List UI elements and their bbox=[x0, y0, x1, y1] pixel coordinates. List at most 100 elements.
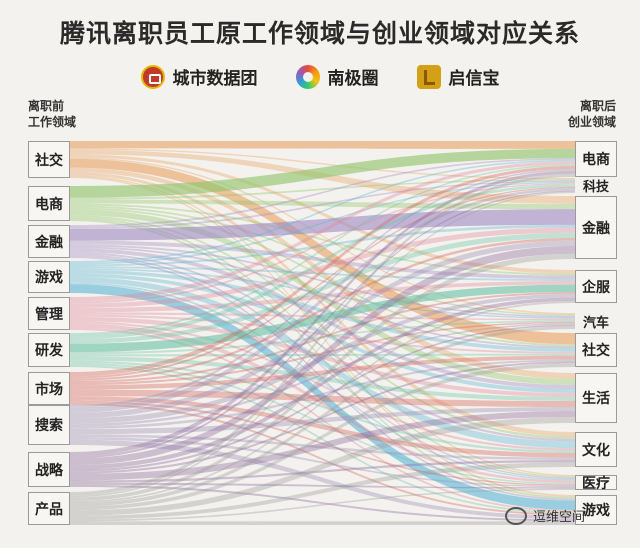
flow-ribbon bbox=[70, 389, 575, 407]
flow-ribbon bbox=[70, 293, 575, 424]
flow-ribbon bbox=[70, 314, 575, 354]
flow-ribbon bbox=[70, 268, 575, 319]
flow-ribbon bbox=[70, 359, 575, 429]
flow-ribbon bbox=[70, 252, 575, 442]
left-axis-title: 离职前 工作领域 bbox=[28, 98, 76, 130]
source-item: 启信宝 bbox=[416, 64, 500, 89]
flow-ribbon bbox=[70, 356, 575, 401]
flow-ribbon bbox=[70, 175, 575, 477]
flow-ribbon bbox=[70, 361, 575, 474]
flow-ribbon bbox=[70, 166, 575, 377]
left-node: 搜索 bbox=[28, 405, 70, 445]
flow-ribbon bbox=[70, 209, 575, 241]
flow-ribbon bbox=[70, 186, 575, 379]
flow-ribbon bbox=[70, 188, 575, 413]
flow-ribbon bbox=[70, 158, 575, 345]
flow-ribbon bbox=[70, 316, 575, 397]
right-node: 企服 bbox=[575, 270, 617, 303]
left-node: 管理 bbox=[28, 297, 70, 330]
flow-ribbon bbox=[70, 462, 575, 520]
flow-ribbon bbox=[70, 199, 575, 210]
flow-ribbon bbox=[70, 297, 575, 470]
right-node: 电商 bbox=[575, 141, 617, 177]
flow-ribbon bbox=[70, 254, 575, 480]
source-label: 城市数据团 bbox=[172, 69, 258, 89]
flow-ribbon bbox=[70, 400, 575, 486]
flow-ribbon bbox=[70, 170, 575, 457]
flow-ribbon bbox=[70, 460, 575, 483]
flow-ribbon bbox=[70, 407, 575, 435]
flow-ribbon bbox=[70, 281, 575, 313]
flow-ribbon bbox=[70, 219, 575, 499]
flow-ribbon bbox=[70, 172, 575, 437]
city-data-group-logo bbox=[140, 64, 165, 89]
right-node: 金融 bbox=[575, 196, 617, 259]
flow-ribbon bbox=[70, 176, 575, 497]
flow-ribbon bbox=[70, 158, 575, 227]
flow-ribbon bbox=[70, 164, 575, 336]
flow-ribbon bbox=[70, 205, 575, 316]
flow-ribbon bbox=[70, 284, 575, 510]
flow-ribbon bbox=[70, 238, 575, 381]
right-node: 游戏 bbox=[575, 495, 617, 525]
flow-ribbon bbox=[70, 353, 575, 357]
flow-ribbon bbox=[70, 180, 575, 229]
flow-ribbon bbox=[70, 256, 575, 501]
flow-ribbon bbox=[70, 240, 575, 280]
flow-ribbon bbox=[70, 232, 575, 344]
wechat-icon bbox=[505, 506, 527, 525]
flow-ribbon bbox=[70, 244, 575, 318]
left-node: 战略 bbox=[28, 452, 70, 487]
flow-ribbon bbox=[70, 521, 575, 525]
flow-ribbon bbox=[70, 148, 575, 180]
flow-ribbon bbox=[70, 190, 575, 459]
flow-ribbon bbox=[70, 277, 575, 449]
flow-ribbon bbox=[70, 169, 575, 408]
flow-ribbon bbox=[70, 215, 575, 439]
source-item: 南极圈 bbox=[295, 64, 379, 89]
qixinbao-logo bbox=[416, 64, 441, 89]
flow-ribbon bbox=[70, 292, 575, 383]
flow-ribbon bbox=[70, 362, 575, 485]
flow-ribbon bbox=[70, 439, 575, 520]
flow-ribbon bbox=[70, 167, 575, 379]
flow-ribbon bbox=[70, 301, 575, 503]
flow-ribbon bbox=[70, 484, 575, 522]
flow-ribbon bbox=[70, 266, 575, 281]
flow-ribbon bbox=[70, 207, 575, 347]
left-node: 社交 bbox=[28, 141, 70, 178]
flow-ribbon bbox=[70, 148, 575, 198]
flow-ribbon bbox=[70, 282, 575, 481]
flow-ribbon bbox=[70, 253, 575, 502]
flow-ribbon bbox=[70, 363, 575, 511]
left-node: 电商 bbox=[28, 186, 70, 221]
flow-ribbon bbox=[70, 159, 575, 263]
left-axis-title-line: 离职前 bbox=[28, 99, 65, 113]
south-pole-circle-logo bbox=[295, 64, 320, 89]
chart-title: 腾讯离职员工原工作领域与创业领域对应关系 bbox=[59, 19, 580, 48]
right-node: 医疗 bbox=[575, 475, 617, 492]
flow-ribbon bbox=[70, 326, 575, 507]
flow-ribbon bbox=[70, 434, 575, 460]
left-node: 市场 bbox=[28, 372, 70, 405]
flow-ribbon bbox=[70, 161, 575, 302]
source-legend: 城市数据团 南极圈 启信宝 bbox=[0, 64, 640, 89]
flow-ribbon bbox=[70, 324, 575, 472]
right-node: 文化 bbox=[575, 432, 617, 467]
watermark: 逗维空间 bbox=[505, 506, 585, 525]
flow-ribbon bbox=[70, 217, 575, 478]
flow-ribbon bbox=[70, 157, 575, 315]
flow-ribbon bbox=[70, 360, 575, 453]
source-label: 南极圈 bbox=[327, 69, 379, 89]
left-node: 金融 bbox=[28, 225, 70, 258]
flow-ribbon bbox=[70, 482, 575, 489]
right-node: 汽车 bbox=[582, 315, 609, 331]
flow-ribbon bbox=[70, 323, 575, 427]
flow-ribbon bbox=[70, 209, 575, 385]
watermark-text: 逗维空间 bbox=[533, 510, 586, 525]
flow-ribbon bbox=[70, 179, 575, 200]
flow-ribbon bbox=[70, 488, 575, 522]
flow-ribbon bbox=[70, 327, 575, 512]
source-label: 启信宝 bbox=[448, 69, 500, 89]
